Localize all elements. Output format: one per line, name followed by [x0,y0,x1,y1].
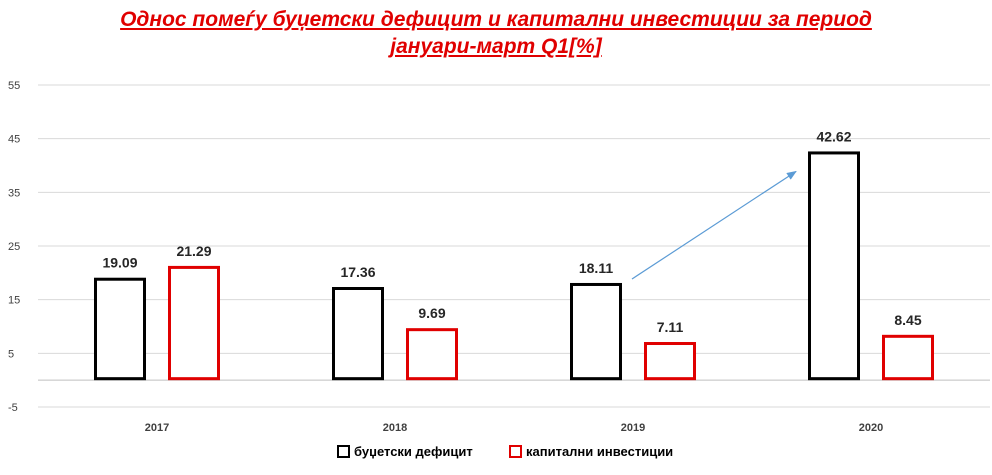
data-label: 21.29 [176,243,211,259]
chart-title: Однос помеѓу буџетски дефицит и капиталн… [0,6,992,60]
x-category-label: 2019 [621,422,645,434]
y-tick-label: 25 [8,241,20,253]
y-tick-label: 15 [8,295,20,307]
y-tick-label: -5 [8,402,18,414]
data-label: 19.09 [102,255,137,271]
data-label: 8.45 [894,312,921,328]
legend: буџетски дефицит капитални инвестиции [337,444,673,459]
y-tick-label: 5 [8,348,14,360]
legend-label: капитални инвестиции [526,444,673,459]
legend-label: буџетски дефицит [354,444,473,459]
legend-swatch-capital-investment [509,445,522,458]
x-category-label: 2017 [145,422,169,434]
data-label: 18.11 [579,260,613,276]
y-tick-label: 35 [8,187,20,199]
legend-swatch-budget-deficit [337,445,350,458]
y-axis-ticks: 55 45 35 25 15 5 -5 [8,80,20,414]
x-category-label: 2020 [859,422,883,434]
data-label: 9.69 [418,305,445,321]
bars [94,151,934,381]
data-label: 42.62 [816,128,851,144]
bar-capital-investment-2019 [644,342,696,381]
chart-title-line-2: јануари-март Q1[%] [390,35,602,58]
data-label: 17.36 [340,264,375,280]
annotation [631,170,797,280]
bar-budget-deficit-2019 [570,282,622,381]
data-label: 7.11 [657,319,684,335]
y-tick-label: 55 [8,80,20,92]
x-axis-categories: 2017 2018 2019 2020 [145,422,883,434]
bar-capital-investment-2017 [168,265,220,381]
chart-title-line-1: Однос помеѓу буџетски дефицит и капиталн… [120,8,872,31]
bar-budget-deficit-2018 [332,287,384,381]
y-tick-label: 45 [8,134,20,146]
bar-capital-investment-2018 [406,328,458,381]
bar-budget-deficit-2020 [808,151,860,381]
x-category-label: 2018 [383,422,407,434]
data-labels: 19.09 21.29 17.36 9.69 18.11 7.11 42.62 8.45 [102,128,921,335]
trend-arrow [631,170,797,280]
bar-capital-investment-2020 [882,334,934,381]
bar-budget-deficit-2017 [94,277,146,381]
